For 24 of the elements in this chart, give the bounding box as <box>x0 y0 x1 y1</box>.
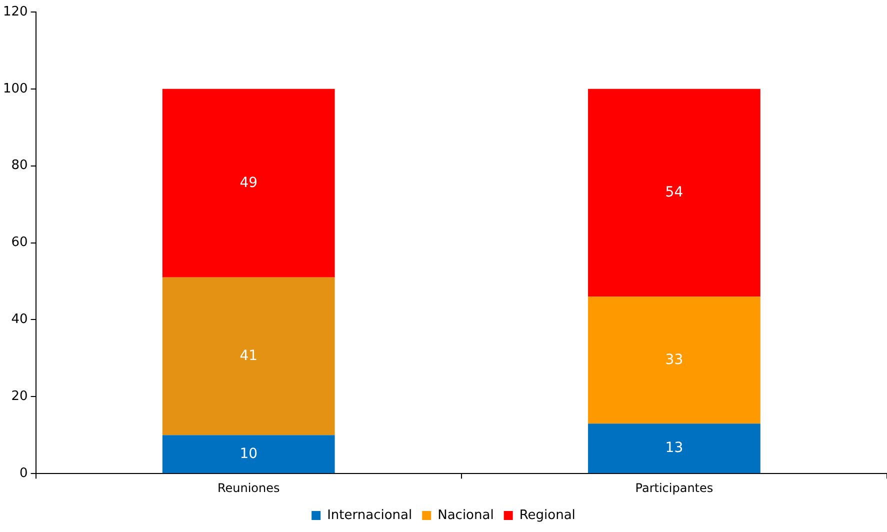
x-tick-label: Reuniones <box>217 480 280 495</box>
bar <box>162 88 335 278</box>
y-tick-label: 0 <box>20 466 28 481</box>
data-label: 49 <box>240 174 258 191</box>
data-label: 33 <box>665 352 684 368</box>
bar <box>588 88 760 297</box>
bar <box>588 424 760 474</box>
legend-label: Internacional <box>327 508 412 523</box>
data-label: 41 <box>240 348 258 364</box>
x-tick-label: Participantes <box>635 480 714 495</box>
data-label: 54 <box>665 184 684 200</box>
y-tick-label: 60 <box>11 235 28 250</box>
data-label: 13 <box>665 440 684 456</box>
legend-label: Regional <box>519 508 576 523</box>
bar <box>162 435 335 474</box>
y-tick-label: 40 <box>11 312 28 328</box>
y-tick-label: 100 <box>2 81 28 96</box>
data-label: 10 <box>240 446 258 462</box>
y-tick-label: 20 <box>11 389 28 404</box>
y-tick-label: 120 <box>2 4 28 20</box>
legend-label: Nacional <box>438 508 494 523</box>
bar <box>162 277 335 436</box>
y-tick-label: 80 <box>11 158 28 174</box>
bar <box>588 296 760 424</box>
